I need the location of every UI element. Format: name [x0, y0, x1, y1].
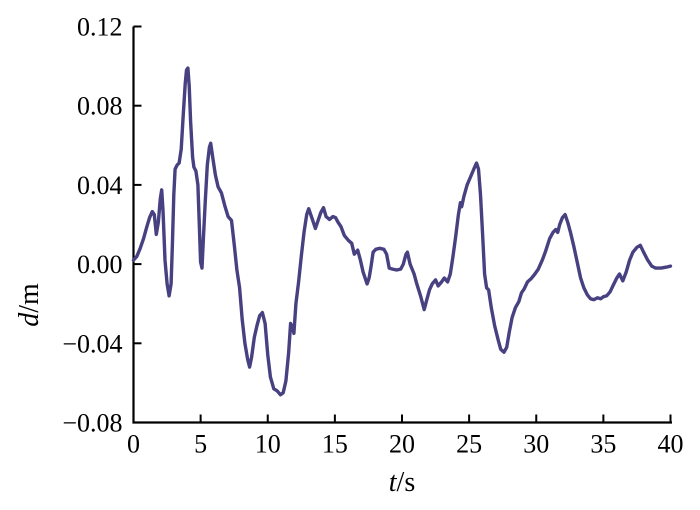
x-tick-label: 25	[456, 430, 482, 459]
x-tick-label: 40	[658, 430, 684, 459]
x-axis-label: t/s	[133, 467, 671, 499]
y-tick-label: 0.04	[77, 171, 123, 200]
y-tick-label: 0.12	[77, 13, 123, 42]
x-tick-label: 20	[389, 430, 415, 459]
x-tick-label: 5	[194, 430, 207, 459]
y-axis-ticks	[133, 25, 142, 424]
x-axis-unit: /s	[396, 467, 416, 498]
y-tick-label: 0.00	[77, 250, 123, 279]
y-tick-label: −0.08	[62, 409, 122, 438]
x-axis-tick-labels: 0 5 10 15 20 25 30 35 40	[127, 430, 684, 459]
y-axis-label: d/m	[14, 283, 46, 327]
x-tick-label: 30	[523, 430, 549, 459]
y-tick-label: −0.04	[62, 329, 122, 358]
y-tick-label: 0.08	[77, 92, 123, 121]
y-axis-tick-labels: −0.08 −0.04 0.00 0.04 0.08 0.12	[62, 13, 122, 438]
y-axis-unit: /m	[14, 283, 45, 313]
x-axis-variable: t	[388, 467, 397, 498]
axis-spines	[132, 26, 672, 424]
x-tick-label: 15	[322, 430, 348, 459]
x-tick-label: 0	[127, 430, 140, 459]
y-axis-variable: d	[14, 312, 45, 327]
x-tick-label: 10	[255, 430, 281, 459]
data-line	[131, 66, 673, 397]
x-axis-ticks	[132, 414, 672, 423]
x-tick-label: 35	[590, 430, 616, 459]
